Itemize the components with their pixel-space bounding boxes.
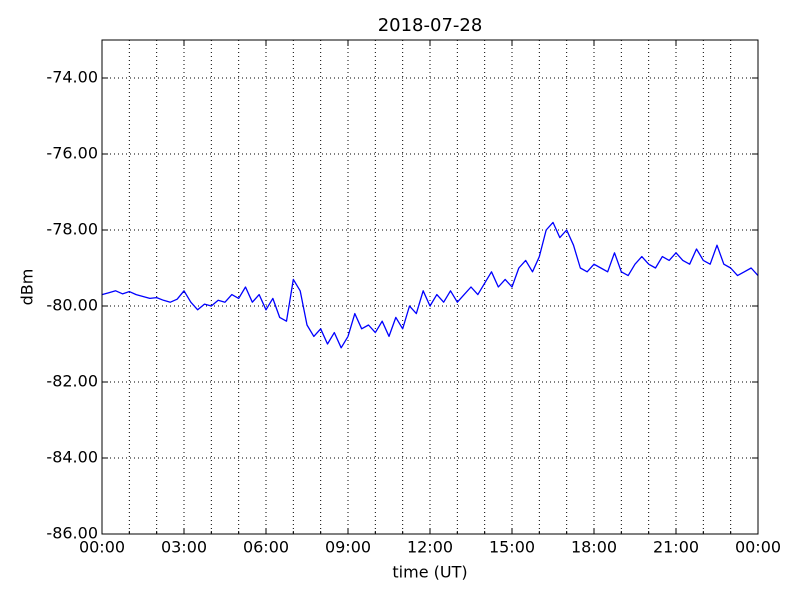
x-tick-label: 06:00 xyxy=(243,538,289,557)
y-tick-label: -76.00 xyxy=(46,144,98,163)
y-tick-label: -80.00 xyxy=(46,296,98,315)
y-tick-label: -84.00 xyxy=(46,448,98,467)
x-tick-label: 15:00 xyxy=(489,538,535,557)
y-tick-label: -82.00 xyxy=(46,372,98,391)
x-tick-label: 00:00 xyxy=(79,538,125,557)
x-tick-label: 18:00 xyxy=(571,538,617,557)
y-tick-label: -74.00 xyxy=(46,68,98,87)
x-axis-label: time (UT) xyxy=(392,563,467,582)
y-tick-label: -78.00 xyxy=(46,220,98,239)
x-tick-label: 00:00 xyxy=(735,538,781,557)
chart-title: 2018-07-28 xyxy=(378,15,483,36)
plot-frame xyxy=(101,39,759,535)
x-tick-label: 12:00 xyxy=(407,538,453,557)
y-axis-label: dBm xyxy=(18,269,37,306)
x-tick-label: 03:00 xyxy=(161,538,207,557)
x-tick-label: 21:00 xyxy=(653,538,699,557)
y-tick-label: -86.00 xyxy=(46,524,98,543)
data-line xyxy=(101,221,759,349)
x-tick-label: 09:00 xyxy=(325,538,371,557)
